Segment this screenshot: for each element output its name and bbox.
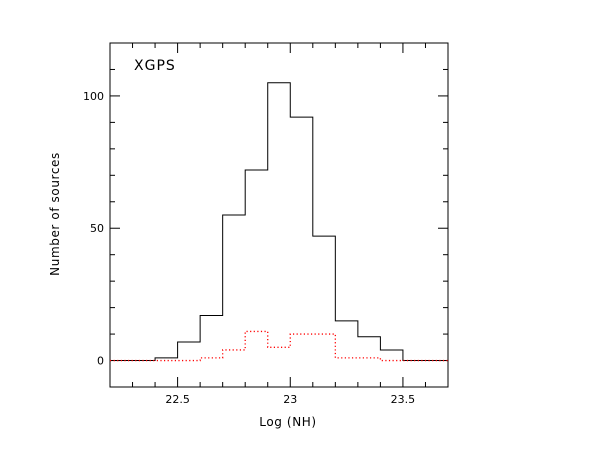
dataset-annotation: XGPS [134, 58, 176, 74]
x-axis-title: Log (NH) [259, 415, 316, 429]
histogram-series [110, 82, 448, 362]
plot-border [109, 42, 449, 388]
x-tick-label: 22.5 [165, 393, 190, 406]
axis-ticks [110, 43, 448, 387]
y-axis-title: Number of sources [48, 152, 62, 276]
y-tick-label: 0 [97, 355, 104, 368]
solid-histogram-series [110, 82, 448, 362]
y-tick-label: 100 [83, 90, 104, 103]
tick-labels: 22.5 23 23.5 0 50 100 [83, 90, 415, 406]
dotted-histogram-series [110, 330, 448, 362]
plot-frame [109, 42, 449, 388]
x-tick-label: 23.5 [391, 393, 416, 406]
y-tick-label: 50 [90, 222, 104, 235]
x-tick-label: 23 [283, 393, 297, 406]
